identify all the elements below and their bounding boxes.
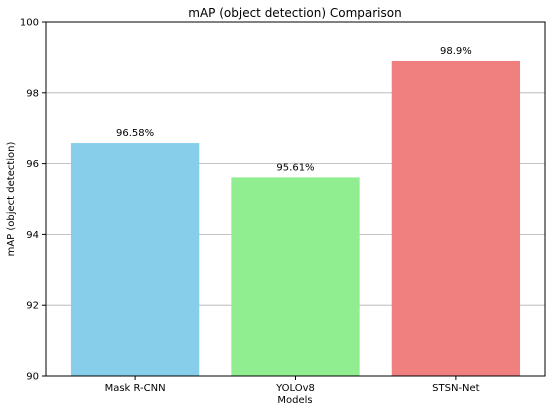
y-tick-label-96: 96	[26, 159, 39, 170]
bars	[70, 60, 521, 376]
y-tick-label-90: 90	[26, 372, 39, 383]
chart-title: mAP (object detection) Comparison	[188, 6, 401, 20]
data-label-0: 96.58%	[116, 128, 154, 139]
data-label-2: 98.9%	[440, 46, 472, 57]
data-label-1: 95.61%	[276, 162, 314, 173]
y-tick-label-94: 94	[26, 230, 39, 241]
x-tick-label-1: YOLOv8	[275, 383, 315, 394]
y-tick-label-100: 100	[20, 18, 39, 29]
data-labels: 96.58% 95.61% 98.9%	[116, 46, 472, 173]
x-tick-label-2: STSN-Net	[432, 383, 480, 394]
bar-mask-r-cnn	[70, 143, 200, 376]
x-axis-label: Models	[277, 395, 312, 406]
y-axis-label: mAP (object detection)	[6, 142, 17, 257]
bar-yolov8	[231, 177, 360, 376]
y-tick-label-98: 98	[26, 88, 39, 99]
y-axis-ticks: 90 92 94 96 98 100	[20, 18, 46, 383]
x-tick-label-0: Mask R-CNN	[105, 383, 166, 394]
bar-stsn-net	[391, 60, 521, 376]
y-tick-label-92: 92	[26, 301, 39, 312]
x-axis-ticks: Mask R-CNN YOLOv8 STSN-Net	[105, 376, 480, 394]
